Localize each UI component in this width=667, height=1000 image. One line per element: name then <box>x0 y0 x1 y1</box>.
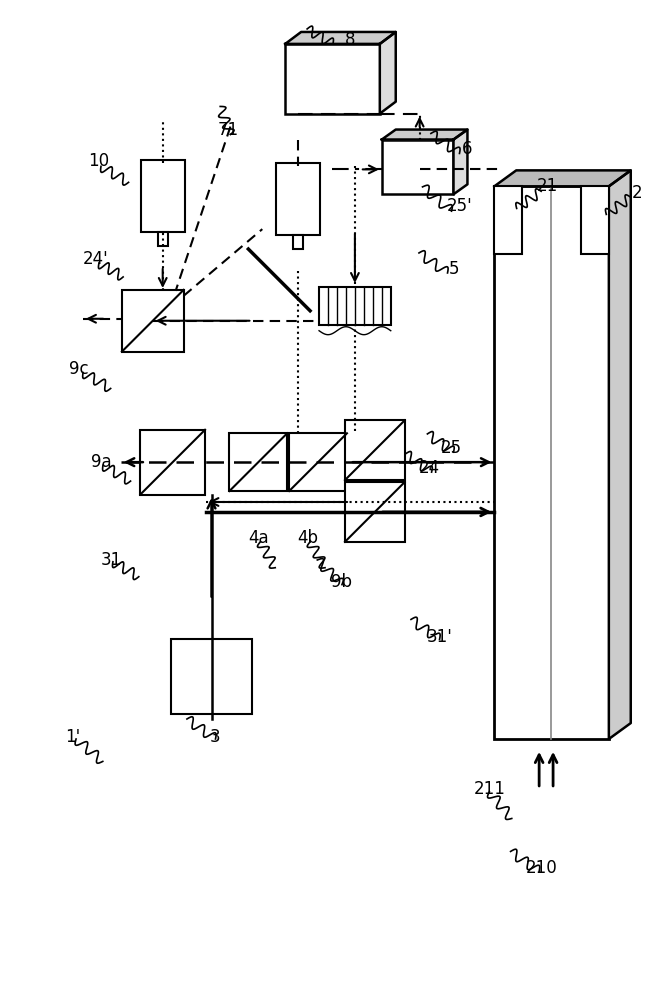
Bar <box>140 430 205 495</box>
Bar <box>319 287 391 325</box>
Text: 8: 8 <box>345 31 356 49</box>
Text: 31: 31 <box>100 551 121 569</box>
Text: 31': 31' <box>427 628 452 646</box>
Text: 3: 3 <box>210 728 221 746</box>
Bar <box>289 433 347 491</box>
Polygon shape <box>380 32 396 114</box>
Bar <box>141 160 185 232</box>
Bar <box>382 140 454 194</box>
Bar <box>122 290 183 352</box>
Bar <box>293 235 303 249</box>
Bar <box>229 433 287 491</box>
Bar <box>494 186 609 739</box>
Polygon shape <box>454 130 468 194</box>
Text: 211: 211 <box>474 780 506 798</box>
Text: 9c: 9c <box>69 360 89 378</box>
Bar <box>285 44 380 114</box>
Polygon shape <box>494 170 631 186</box>
Bar <box>345 420 405 480</box>
Text: 5: 5 <box>450 260 460 278</box>
Bar <box>345 482 405 542</box>
Text: 24: 24 <box>419 459 440 477</box>
Bar <box>171 639 252 714</box>
Text: 24': 24' <box>83 250 109 268</box>
Text: 21: 21 <box>536 177 558 195</box>
Bar <box>157 232 167 246</box>
Bar <box>494 186 522 254</box>
Polygon shape <box>382 130 468 140</box>
Text: 25: 25 <box>441 439 462 457</box>
Text: 25': 25' <box>447 197 472 215</box>
Text: 2: 2 <box>632 184 642 202</box>
Text: 71: 71 <box>218 121 239 139</box>
Text: 4b: 4b <box>297 529 319 547</box>
Text: 9a: 9a <box>91 453 111 471</box>
Polygon shape <box>609 170 631 739</box>
Text: 210: 210 <box>525 859 557 877</box>
Bar <box>276 163 320 235</box>
Text: 4a: 4a <box>248 529 269 547</box>
Text: 6: 6 <box>462 140 473 158</box>
Bar <box>581 186 609 254</box>
Text: 9b: 9b <box>331 573 352 591</box>
Polygon shape <box>285 32 396 44</box>
Text: 1': 1' <box>65 728 81 746</box>
Text: 10: 10 <box>89 152 109 170</box>
